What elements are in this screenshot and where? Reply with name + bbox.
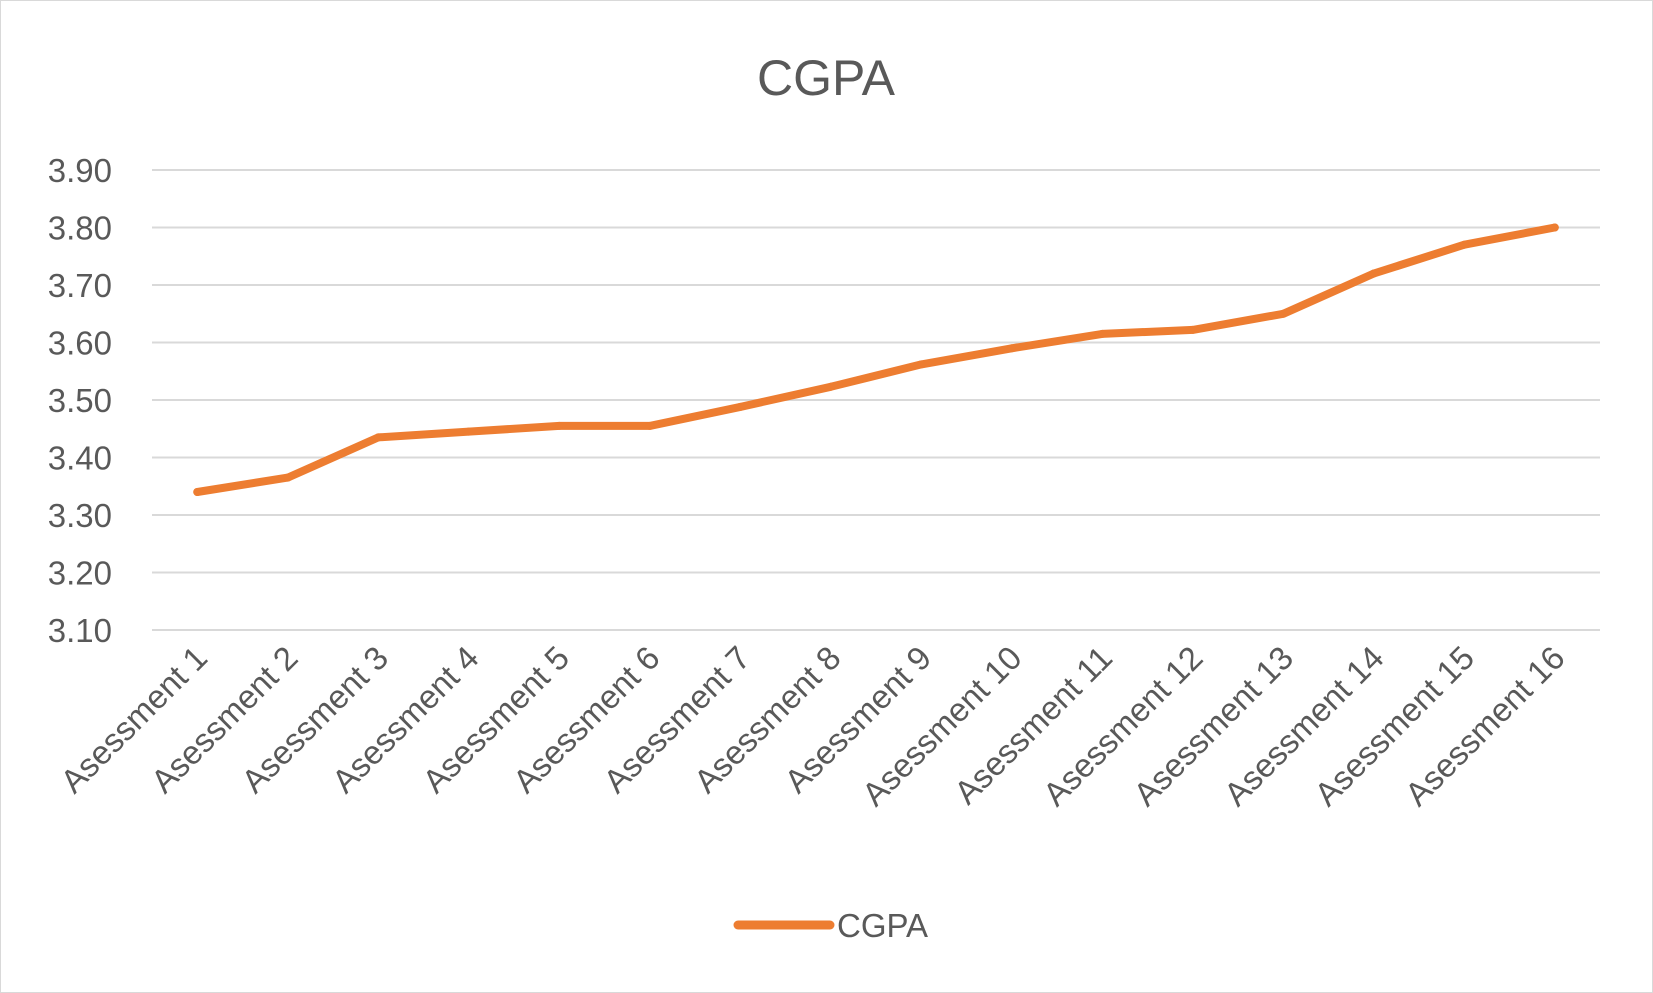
data-point	[1460, 240, 1469, 249]
y-tick-label: 3.30	[48, 497, 112, 534]
data-point	[374, 433, 383, 442]
data-point	[736, 402, 745, 411]
y-tick-label: 3.70	[48, 267, 112, 304]
x-tick-label: Asessment 16	[1398, 639, 1572, 813]
y-tick-label: 3.10	[48, 612, 112, 649]
data-point	[464, 427, 473, 436]
x-tick-label: Asessment 13	[1126, 639, 1300, 813]
x-tick-label: Asessment 11	[947, 639, 1119, 811]
x-tick-label: Asessment 15	[1307, 639, 1481, 813]
data-point	[826, 382, 835, 391]
series-lines	[193, 223, 1559, 496]
y-tick-label: 3.40	[48, 440, 112, 477]
series-line	[193, 223, 1559, 496]
y-tick-label: 3.90	[48, 152, 112, 189]
data-point	[1007, 344, 1016, 353]
y-tick-label: 3.80	[48, 210, 112, 247]
data-point	[555, 421, 564, 430]
data-point	[1279, 309, 1288, 318]
data-point	[193, 488, 202, 496]
data-point	[1369, 269, 1378, 278]
data-point	[645, 421, 654, 430]
data-point	[1098, 329, 1107, 338]
x-tick-label: Asessment 12	[1036, 639, 1210, 813]
chart-title: CGPA	[757, 50, 896, 106]
legend: CGPA	[733, 907, 928, 944]
legend-label: CGPA	[837, 907, 928, 944]
y-axis-ticks: 3.90 3.80 3.70 3.60 3.50 3.40 3.30 3.20 3.10	[48, 152, 112, 649]
y-tick-label: 3.20	[48, 555, 112, 592]
y-tick-label: 3.60	[48, 325, 112, 362]
gridlines	[152, 169, 1600, 631]
y-tick-label: 3.50	[48, 382, 112, 419]
data-point	[1188, 325, 1197, 334]
data-point	[917, 360, 926, 369]
data-point	[1550, 223, 1559, 232]
data-point	[283, 473, 292, 482]
x-tick-label: Asessment 10	[855, 639, 1029, 813]
x-tick-label: Asessment 14	[1217, 639, 1391, 813]
